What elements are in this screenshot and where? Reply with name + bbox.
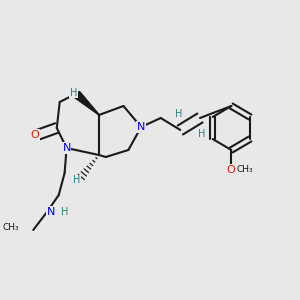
Text: H: H bbox=[61, 207, 68, 217]
Polygon shape bbox=[75, 92, 99, 115]
Text: O: O bbox=[226, 165, 235, 175]
Text: CH₃: CH₃ bbox=[237, 166, 254, 175]
Text: H: H bbox=[198, 129, 206, 139]
Text: N: N bbox=[47, 207, 55, 217]
Text: H: H bbox=[70, 88, 77, 98]
Text: O: O bbox=[31, 130, 40, 140]
Text: N: N bbox=[137, 122, 145, 132]
Text: CH₃: CH₃ bbox=[3, 224, 20, 232]
Text: H: H bbox=[73, 175, 80, 185]
Text: N: N bbox=[62, 143, 71, 153]
Text: H: H bbox=[175, 109, 182, 119]
